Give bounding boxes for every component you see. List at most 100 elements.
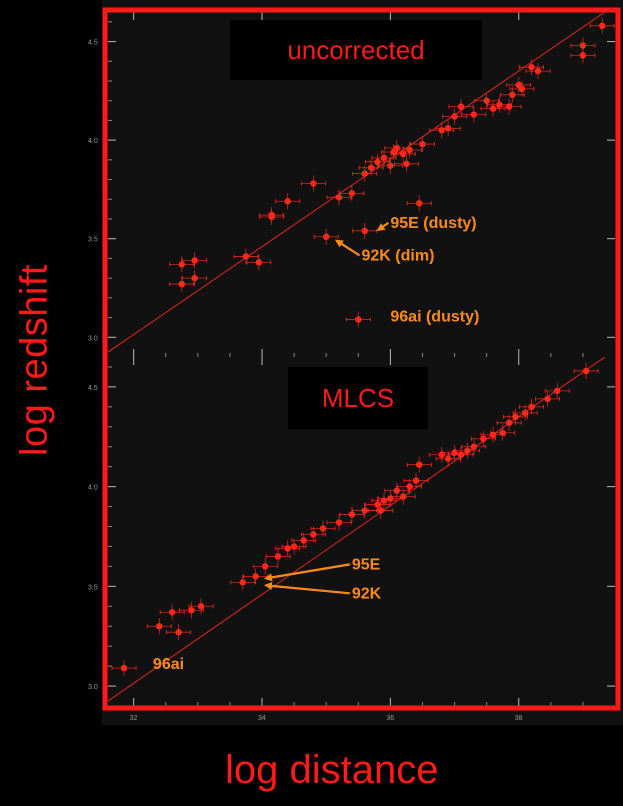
- data-point: [230, 574, 256, 591]
- data-point: [300, 526, 326, 543]
- annotation-arrow: [334, 239, 361, 257]
- annotation-label: 96ai: [153, 656, 184, 673]
- data-point: [182, 252, 208, 269]
- y-tick-label: 3.0: [88, 335, 98, 342]
- data-point: [496, 98, 522, 115]
- data-point: [326, 514, 352, 531]
- data-point: [589, 17, 615, 34]
- data-point: [525, 63, 551, 80]
- panel-label-box: [230, 20, 482, 80]
- annotation-label: 95E (dusty): [390, 215, 476, 232]
- data-point: [365, 496, 390, 513]
- panel-label: MLCS: [322, 383, 394, 413]
- panel-1: 3.0 3.5 4.0 4.5 uncorrected 95E (dusty) 92K (d…: [88, 12, 615, 357]
- data-point: [454, 442, 480, 459]
- y-tick-label: 4.0: [88, 138, 98, 145]
- data-point: [496, 414, 522, 431]
- panel-label-box: [288, 367, 428, 429]
- data-point: [519, 59, 544, 76]
- data-point: [179, 602, 204, 619]
- data-point: [535, 390, 561, 407]
- data-point: [281, 538, 307, 555]
- data-point: [246, 254, 272, 271]
- data-point: [461, 106, 487, 123]
- data-point: [352, 165, 378, 182]
- data-point: [403, 472, 429, 489]
- data-point: [310, 520, 336, 537]
- data-point: [313, 228, 339, 245]
- data-point: [397, 478, 423, 495]
- x-tick-label: 34: [258, 715, 266, 722]
- annotation-label: 95E: [352, 556, 381, 573]
- data-point: [509, 80, 535, 97]
- y-tick-label: 4.0: [88, 485, 98, 492]
- data-point: [410, 136, 435, 153]
- data-point: [265, 548, 291, 565]
- data-point: [435, 120, 461, 137]
- data-point: [573, 362, 599, 379]
- data-point: [252, 558, 278, 575]
- data-point: [233, 248, 259, 265]
- data-point: [259, 209, 285, 226]
- data-point: [406, 195, 432, 212]
- data-point: [365, 153, 390, 170]
- annotation-label: 92K (dim): [362, 247, 435, 264]
- y-tick-label: 3.0: [88, 684, 98, 691]
- x-tick-label: 32: [130, 715, 138, 722]
- data-point: [397, 142, 423, 158]
- data-point: [339, 185, 365, 202]
- data-point: [169, 276, 195, 293]
- data-point: [390, 488, 416, 505]
- data-point: [146, 618, 172, 635]
- data-point: [442, 108, 467, 125]
- fit-line: [108, 12, 606, 353]
- data-point: [499, 86, 525, 103]
- data-point: [480, 100, 506, 117]
- data-point: [394, 155, 419, 172]
- y-axis-label-wrap: log redshift: [0, 160, 70, 560]
- data-point: [345, 311, 371, 328]
- annotation-arrow: [264, 563, 351, 582]
- data-point: [339, 506, 365, 523]
- data-point: [182, 270, 208, 287]
- data-point: [111, 660, 137, 677]
- plot-background: [102, 0, 623, 725]
- data-point: [490, 424, 516, 441]
- data-point: [188, 598, 214, 615]
- data-point: [377, 157, 403, 174]
- y-tick-label: 4.5: [88, 40, 98, 47]
- data-point: [406, 456, 432, 473]
- data-point: [169, 256, 195, 273]
- y-tick-label: 3.5: [88, 584, 98, 591]
- data-point: [166, 624, 191, 641]
- data-point: [390, 145, 416, 162]
- data-point: [358, 159, 384, 176]
- y-tick-label: 4.5: [88, 385, 98, 392]
- data-point: [159, 604, 185, 621]
- data-point: [544, 382, 570, 399]
- plot-frame: [102, 7, 621, 711]
- data-point: [461, 438, 487, 455]
- annotation-label: 96ai (dusty): [390, 309, 479, 326]
- data-point: [503, 408, 528, 425]
- data-point: [512, 404, 538, 421]
- x-tick-label: 38: [515, 715, 523, 722]
- data-point: [326, 189, 352, 206]
- data-point: [384, 482, 410, 499]
- x-axis-label: log distance: [225, 748, 439, 792]
- data-point: [474, 92, 500, 109]
- data-point: [371, 149, 397, 166]
- panel-2: 3.0 3.5 4.0 4.5 32 34 36 38 MLCS 95E 92K 96ai: [88, 357, 615, 722]
- data-point: [519, 398, 544, 415]
- annotation-arrow: [264, 581, 350, 595]
- annotation-label: 92K: [352, 585, 382, 602]
- data-point: [506, 76, 532, 93]
- data-point: [275, 193, 301, 210]
- data-point: [448, 446, 474, 463]
- y-axis-label: log redshift: [13, 264, 56, 456]
- panel-label: uncorrected: [287, 35, 424, 65]
- data-point: [291, 532, 317, 549]
- data-point: [300, 175, 326, 192]
- annotation-arrow: [376, 221, 390, 231]
